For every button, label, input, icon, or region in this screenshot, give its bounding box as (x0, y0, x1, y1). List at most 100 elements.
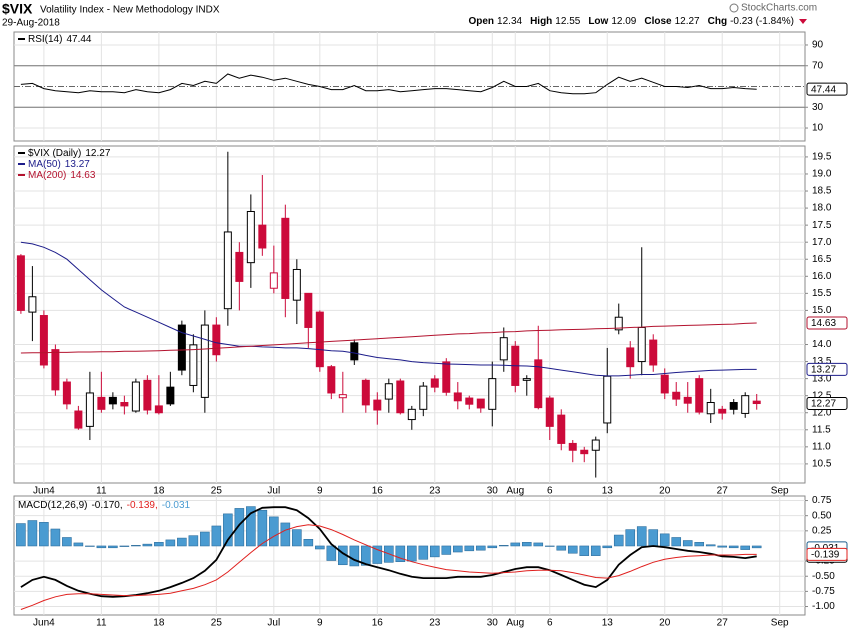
histogram-bar (315, 545, 325, 550)
histogram-bar (556, 545, 567, 551)
histogram-bar (636, 526, 647, 547)
x-tick-label: 25 (211, 486, 223, 497)
legend: MA(50) 13.27 (28, 159, 90, 170)
candle-body (718, 408, 727, 414)
y-tick-label: 17.5 (812, 220, 832, 231)
histogram-bar (27, 520, 38, 547)
y-tick-label: 70 (812, 60, 824, 71)
histogram-bar (464, 545, 475, 552)
histogram-bar (177, 537, 187, 547)
y-tick-label: 10.5 (812, 459, 832, 470)
instrument-name: Volatility Index - New Methodology INDX (40, 5, 220, 16)
y-tick-label: 10 (812, 123, 824, 134)
quote-label: Low (588, 16, 608, 27)
x-tick-label: Aug (506, 618, 524, 629)
series-line (20, 322, 757, 354)
candle-body (637, 326, 646, 363)
histogram-bar (16, 523, 26, 547)
candle-body (672, 391, 681, 400)
candle-body (396, 380, 405, 414)
legend-value: 13.27 (65, 159, 90, 170)
x-tick-label: 27 (717, 618, 729, 629)
histogram-bar (544, 545, 555, 547)
candle-body (752, 400, 761, 405)
histogram-bar (717, 545, 728, 548)
y-tick-label: -0.75 (812, 586, 835, 597)
date: 29-Aug-2018 (2, 18, 60, 29)
candle-body (327, 366, 336, 394)
candle-body (131, 381, 140, 412)
y-tick-label: 13.5 (812, 356, 832, 367)
histogram-bar (590, 545, 601, 556)
x-tick-label: 23 (429, 486, 441, 497)
histogram-bar (533, 542, 544, 547)
histogram-bar (211, 525, 222, 547)
histogram-bar (200, 531, 210, 547)
candle-body (603, 375, 612, 424)
quote-label: Open (468, 16, 494, 27)
symbol: $VIX (2, 1, 33, 17)
legend: $VIX (Daily) 12.27 (28, 148, 111, 159)
x-tick-label: 13 (602, 486, 614, 497)
last-value-box (806, 82, 848, 96)
x-tick-label: 18 (153, 618, 165, 629)
last-value-label: 13.27 (811, 365, 836, 376)
y-tick-label: -1.00 (812, 601, 835, 612)
histogram-bar (659, 533, 670, 547)
y-tick-label: 12.5 (812, 390, 832, 401)
last-value-label: -0.139 (811, 550, 840, 561)
histogram-bar (740, 545, 751, 550)
histogram-bar (303, 539, 314, 547)
x-tick-label: 30 (487, 486, 499, 497)
candle-body (235, 251, 244, 282)
candle-body (453, 392, 462, 402)
last-value-box (806, 547, 848, 561)
y-tick-label: 19.0 (812, 169, 832, 180)
quote: Open 12.34 High 12.55 Low 12.09 Close 12.27 Chg -… (468, 16, 794, 27)
candle-body (580, 449, 589, 455)
legend-value: -0.139 (127, 500, 156, 511)
candle-body (706, 402, 715, 415)
x-tick-label: 27 (717, 486, 729, 497)
histogram-bar (498, 545, 509, 547)
histogram-bar (223, 513, 233, 547)
y-tick-label: 16.5 (812, 254, 832, 265)
histogram-bar (510, 542, 521, 547)
histogram-bar (613, 534, 624, 547)
histogram-bar (269, 516, 279, 547)
y-tick-label: 18.5 (812, 186, 832, 197)
change-arrow (799, 19, 807, 24)
candle-body (729, 402, 738, 410)
y-tick-label: 16.0 (812, 271, 832, 282)
candle-body (626, 347, 635, 368)
x-tick-label: 23 (429, 618, 441, 629)
histogram-bar (188, 535, 199, 547)
y-tick-label: 12.0 (812, 407, 832, 418)
legend-value: -0.170 (91, 500, 120, 511)
series-line (20, 73, 757, 95)
candle-body (568, 442, 577, 451)
candle-body (683, 396, 692, 404)
histogram-bar (372, 545, 383, 564)
panel-frame (13, 145, 806, 484)
x-tick-label: 9 (317, 618, 323, 629)
quote-value: 12.34 (497, 16, 522, 27)
candle-body (200, 324, 209, 398)
candle-body (223, 231, 232, 310)
histogram-bar (119, 545, 130, 547)
histogram-bar (625, 529, 636, 547)
histogram-bar (694, 542, 705, 547)
x-tick-label: 11 (96, 486, 107, 497)
candle-body (660, 374, 669, 394)
y-tick-label: 15.0 (812, 305, 832, 316)
x-tick-label: Jun4 (33, 618, 55, 629)
x-tick-label: 16 (372, 486, 384, 497)
legend-value: -0.031 (162, 500, 191, 511)
y-tick-label: -0.50 (812, 571, 835, 582)
last-value-label: 12.27 (811, 399, 836, 410)
legend-name: $VIX (Daily) (28, 148, 81, 159)
candle-body (292, 268, 301, 301)
y-tick-label: 15.5 (812, 288, 832, 299)
